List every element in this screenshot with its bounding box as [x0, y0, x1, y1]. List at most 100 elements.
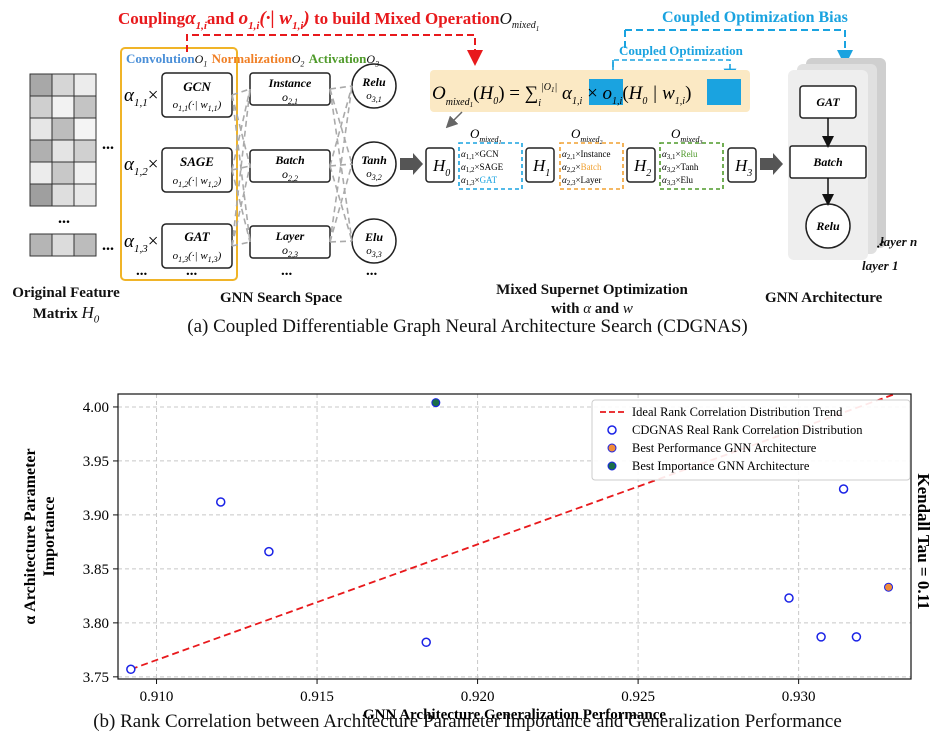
feature-matrix: ... ... ...	[29, 73, 114, 257]
x-tick-label: 0.925	[621, 689, 655, 705]
svg-text:...: ...	[102, 237, 114, 254]
search-space-connections	[231, 85, 353, 247]
norm-act-edge	[329, 240, 353, 243]
cdgnas-point	[816, 632, 826, 642]
conv-norm-edge	[231, 169, 251, 243]
legend-label: CDGNAS Real Rank Correlation Distributio…	[632, 423, 863, 437]
norm-op-3: Layer	[275, 229, 305, 243]
mixed-supernet-label: Mixed Supernet Optimization with α and w	[496, 282, 688, 317]
norm-act-edge	[329, 88, 353, 242]
norm-op-2: Batch	[274, 153, 305, 167]
conv-op-2: SAGE	[180, 154, 214, 169]
matrix-cell	[51, 139, 75, 163]
matrix-cell	[73, 117, 97, 141]
eq-w-highlight	[707, 79, 741, 105]
norm-act-edge	[329, 163, 353, 243]
coupled-bias-label: Coupled Optimization Bias	[662, 9, 848, 26]
svg-text:...: ...	[366, 263, 378, 279]
matrix-cell	[51, 73, 75, 97]
chart-ylabel: α Architecture Parameter Importance	[22, 448, 58, 624]
norm-act-edge	[329, 88, 353, 165]
y-tick-label: 3.85	[83, 562, 109, 578]
layer-1-label: layer 1	[862, 258, 899, 273]
svg-text:α1,2×SAGE: α1,2×SAGE	[461, 162, 504, 174]
gnn-architecture-stack: GAT Batch Relu ...	[788, 58, 887, 260]
svg-text:...: ...	[102, 136, 114, 153]
x-tick-label: 0.920	[461, 689, 495, 705]
svg-text:...: ...	[58, 210, 70, 227]
svg-text:...: ...	[186, 263, 198, 279]
h-boxes: H0 H1 H2 H3	[425, 147, 757, 183]
act-op-1: Relu	[361, 75, 386, 89]
conv-norm-edge	[231, 88, 251, 96]
cdgnas-point	[421, 637, 431, 648]
flow-arrows	[400, 153, 783, 175]
matrix-cell	[29, 183, 53, 207]
chart-ticks: 0.910 0.915 0.920 0.925 0.930 3.75 3.80 3.85 3.9…	[83, 400, 816, 705]
cdgnas-point	[838, 484, 849, 494]
svg-text:α2,2×Batch: α2,2×Batch	[562, 162, 602, 174]
svg-text:α1,2×: α1,2×	[124, 154, 158, 178]
feature-matrix-label: Original Feature Matrix H0	[12, 285, 120, 326]
norm-header: Normalization	[211, 51, 292, 66]
matrix-cell	[73, 161, 97, 185]
matrix-cell	[29, 95, 53, 119]
act-op-2: Tanh	[361, 153, 387, 167]
alpha-labels: α1,1× α1,2× α1,3×	[124, 85, 158, 255]
svg-text:...: ...	[136, 263, 148, 279]
eq-to-mixed-arrow	[445, 111, 463, 129]
legend-label: Best Importance GNN Architecture	[632, 459, 810, 473]
legend-label: Best Performance GNN Architecture	[632, 441, 817, 455]
layer-n-label: layer n	[880, 234, 918, 249]
act-header: Activation	[308, 51, 367, 66]
conv-norm-edge	[231, 88, 251, 171]
conv-norm-edge	[231, 88, 251, 247]
conv-op-1: GCN	[183, 79, 211, 94]
conv-norm-edge	[231, 94, 251, 243]
svg-text:α3,3×Elu: α3,3×Elu	[662, 175, 694, 187]
legend-box	[591, 399, 911, 481]
cdgnas-point	[126, 664, 136, 675]
coupling-banner-line	[186, 34, 483, 66]
rank-correlation-chart: 0.910 0.915 0.920 0.925 0.930 3.75 3.80 3.85 3.9…	[22, 393, 933, 723]
ylabel-line-2: Importance	[41, 497, 58, 577]
kendall-tau-label: Kendall Tau = 0.11	[914, 473, 933, 609]
conv-norm-edge	[231, 165, 251, 171]
cdgnas-point	[215, 497, 226, 507]
y-tick-label: 3.75	[83, 670, 109, 686]
norm-act-edge	[329, 163, 353, 167]
svg-text:α3,2×Tanh: α3,2×Tanh	[662, 162, 699, 174]
svg-text:α1,1×: α1,1×	[124, 85, 158, 109]
chart-legend: Ideal Rank Correlation Distribution Tren…	[591, 399, 911, 481]
search-space-headers: ConvolutionO1 NormalizationO2 Activation…	[126, 51, 380, 69]
conv-header: Convolution	[126, 51, 195, 66]
svg-text:α1,3×: α1,3×	[124, 231, 158, 255]
conv-norm-edge	[231, 94, 251, 167]
arch-node-2: Batch	[812, 155, 843, 169]
chart-xlabel: GNN Architecture Generalization Performa…	[363, 707, 666, 723]
ylabel-line-1: α Architecture Parameter	[22, 448, 39, 624]
matrix-cell	[29, 139, 53, 163]
svg-text:α1,3×GAT: α1,3×GAT	[461, 175, 498, 187]
mixed-op-boxes: Omixed1 Omixed2 Omixed3 α1,1×GCN α1,2×SA…	[458, 126, 724, 190]
legend-swatch	[607, 425, 617, 435]
coupled-opt-bracket	[612, 59, 737, 82]
caption-b: (b) Rank Correlation between Architectur…	[93, 711, 842, 732]
arch-node-3: Relu	[815, 219, 840, 233]
x-tick-label: 0.930	[782, 689, 816, 705]
matrix-cell	[29, 73, 53, 97]
norm-act-edge	[329, 85, 353, 243]
matrix-cell	[73, 183, 97, 207]
act-op-circles: Relu Tanh Elu o3,1 o3,2 o3,3 ...	[351, 63, 397, 279]
eq-alpha-highlight	[589, 79, 623, 105]
svg-text:α3,1×Relu: α3,1×Relu	[662, 149, 698, 161]
gnn-arch-label: GNN Architecture	[765, 290, 883, 306]
matrix-cell	[51, 183, 75, 207]
matrix-cell	[73, 95, 97, 119]
matrix-cell	[51, 161, 75, 185]
y-tick-label: 3.90	[83, 508, 109, 524]
matrix-cell	[29, 161, 53, 185]
conv-op-3: GAT	[184, 229, 210, 244]
norm-op-boxes: Instance Batch Layer o2,1 o2,2 o2,3 ...	[249, 72, 331, 279]
chart-points	[126, 398, 894, 675]
